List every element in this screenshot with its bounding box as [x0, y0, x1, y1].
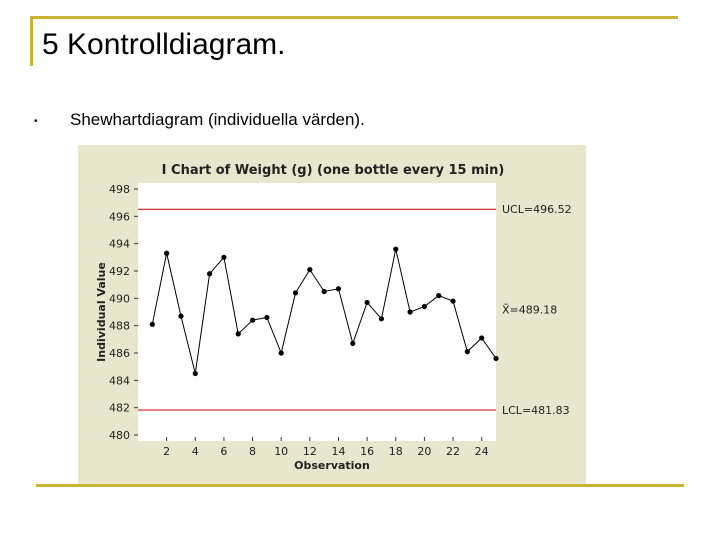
chart-title: I Chart of Weight (g) (one bottle every … [162, 163, 505, 178]
bullet-text: Shewhartdiagram (individuella värden). [70, 110, 365, 129]
x-tick-label: 6 [220, 445, 227, 458]
data-point [364, 299, 370, 306]
i-chart: I Chart of Weight (g) (one bottle every … [78, 145, 586, 485]
y-tick-label: 480 [109, 429, 130, 442]
data-point [235, 331, 241, 337]
control-label-ucl: UCL=496.52 [502, 203, 572, 216]
data-point [278, 350, 284, 356]
y-tick-label: 496 [109, 210, 130, 223]
x-tick-label: 14 [331, 445, 345, 458]
slide-title: 5 Kontrolldiagram. [42, 28, 286, 61]
y-tick-label: 492 [109, 265, 130, 278]
data-point [421, 303, 427, 310]
y-tick-label: 490 [109, 292, 130, 305]
x-tick-label: 18 [389, 445, 403, 458]
y-tick-label: 488 [109, 320, 130, 333]
y-tick-label: 482 [109, 402, 130, 415]
x-tick-label: 22 [446, 445, 460, 458]
data-point [493, 355, 499, 362]
x-tick-label: 12 [303, 445, 317, 458]
bullet-marker: • [34, 116, 38, 127]
y-axis-label: Individual Value [95, 262, 108, 362]
data-point [164, 250, 170, 256]
x-tick-label: 4 [192, 445, 199, 458]
bottom-rule [36, 484, 684, 487]
data-point [178, 313, 184, 319]
data-point [393, 246, 399, 252]
data-point [221, 254, 227, 260]
data-point [436, 293, 442, 299]
data-point [350, 340, 356, 347]
x-tick-label: 20 [417, 445, 431, 458]
y-tick-label: 484 [109, 374, 130, 387]
x-tick-label: 8 [249, 445, 256, 458]
x-tick-label: 2 [163, 445, 170, 458]
y-tick-label: 494 [109, 238, 130, 251]
data-point [407, 309, 413, 315]
data-point [292, 290, 299, 296]
data-point [307, 267, 313, 273]
top-rule-horizontal [30, 16, 678, 19]
data-point [321, 288, 327, 295]
data-point [149, 321, 155, 327]
data-point [207, 271, 213, 277]
data-point [192, 370, 198, 377]
data-point [335, 286, 342, 292]
top-rule-vertical [30, 16, 33, 66]
x-axis-label: Observation [294, 459, 370, 472]
data-point [450, 298, 456, 304]
x-tick-label: 24 [475, 445, 489, 458]
control-label-lcl: LCL=481.83 [502, 404, 570, 417]
y-tick-label: 498 [109, 183, 130, 196]
y-tick-label: 486 [109, 347, 130, 360]
data-point [479, 335, 485, 341]
data-point [378, 316, 385, 322]
control-label-center: X̄=489.18 [502, 304, 557, 317]
chart-frame: I Chart of Weight (g) (one bottle every … [78, 145, 586, 485]
data-point [464, 349, 470, 355]
data-point [249, 317, 256, 323]
plot-area [138, 183, 496, 441]
data-point [264, 314, 270, 321]
x-tick-label: 16 [360, 445, 374, 458]
x-tick-label: 10 [274, 445, 288, 458]
